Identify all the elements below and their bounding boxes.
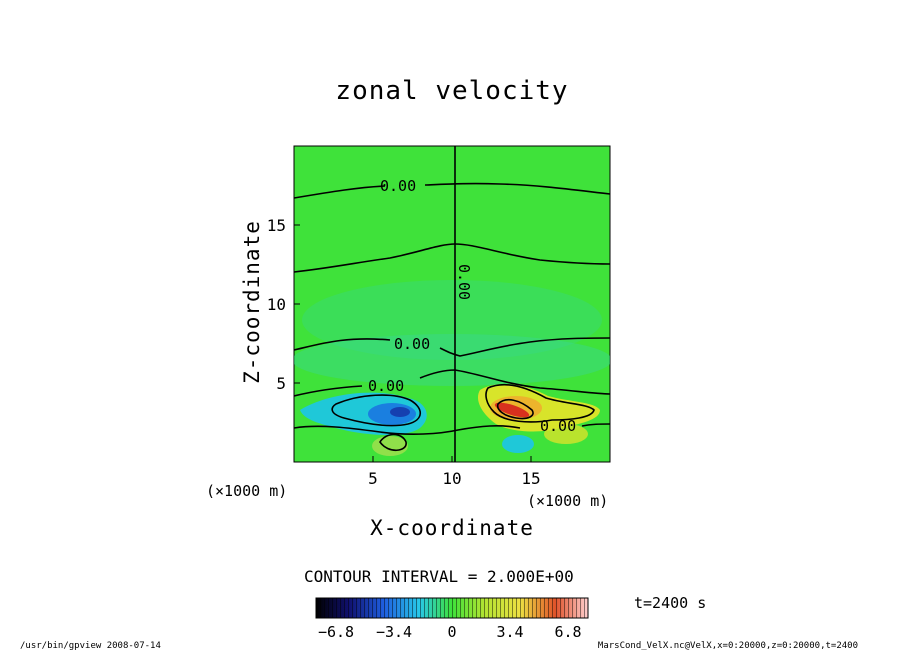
x-tick-15: 15 bbox=[521, 469, 540, 488]
cyan-tint-mid bbox=[294, 334, 610, 386]
colorbar-tick-2: −3.4 bbox=[376, 623, 412, 641]
chart-title: zonal velocity bbox=[335, 76, 569, 106]
footer-left: /usr/bin/gpview 2008-07-14 bbox=[20, 641, 161, 651]
contour-lower-left bbox=[379, 433, 407, 452]
x-tick-10: 10 bbox=[442, 469, 461, 488]
colorbar-tick-5: 6.8 bbox=[554, 623, 581, 641]
x-unit-right: (×1000 m) bbox=[527, 492, 608, 510]
colorbar-tick-3: 0 bbox=[447, 623, 456, 641]
x-tick-5: 5 bbox=[368, 469, 378, 488]
x-axis-label: X-coordinate bbox=[370, 516, 534, 540]
positive-lower bbox=[502, 435, 534, 453]
contour-label-vertical: 0.00 bbox=[455, 264, 473, 300]
contour-label-right: 0.00 bbox=[540, 417, 576, 435]
time-label: t=2400 s bbox=[634, 594, 707, 612]
negative-core2 bbox=[390, 407, 410, 417]
footer-right: MarsCond_VelX.nc@VelX,x=0:20000,z=0:2000… bbox=[597, 641, 858, 651]
contour-label-mid: 0.00 bbox=[394, 335, 430, 353]
contour-pos-2 bbox=[496, 398, 534, 420]
contour-line-5 bbox=[294, 423, 610, 435]
axis-ticks bbox=[294, 224, 532, 462]
positive-lower2 bbox=[544, 424, 588, 444]
contour-line-3 bbox=[294, 337, 610, 357]
contour-neg-1 bbox=[331, 394, 422, 427]
colorbar-tick-1: −6.8 bbox=[318, 623, 354, 641]
colorbar-stripes bbox=[316, 598, 588, 618]
contour-interval: CONTOUR INTERVAL = 2.000E+00 bbox=[304, 567, 574, 586]
contour-label-left: 0.00 bbox=[368, 377, 404, 395]
y-tick-10: 10 bbox=[267, 295, 286, 314]
contour-line-1 bbox=[294, 182, 610, 199]
contour-line-4 bbox=[294, 369, 610, 397]
negative-lower bbox=[372, 436, 408, 456]
colorbar-tick-4: 3.4 bbox=[496, 623, 523, 641]
y-tick-5: 5 bbox=[276, 374, 286, 393]
x-unit-left: (×1000 m) bbox=[206, 482, 287, 500]
shaded-field bbox=[294, 280, 610, 456]
contour-label-top: 0.00 bbox=[380, 177, 416, 195]
y-tick-15: 15 bbox=[267, 216, 286, 235]
positive-strong bbox=[494, 402, 530, 418]
contour-pos-1 bbox=[485, 383, 595, 423]
